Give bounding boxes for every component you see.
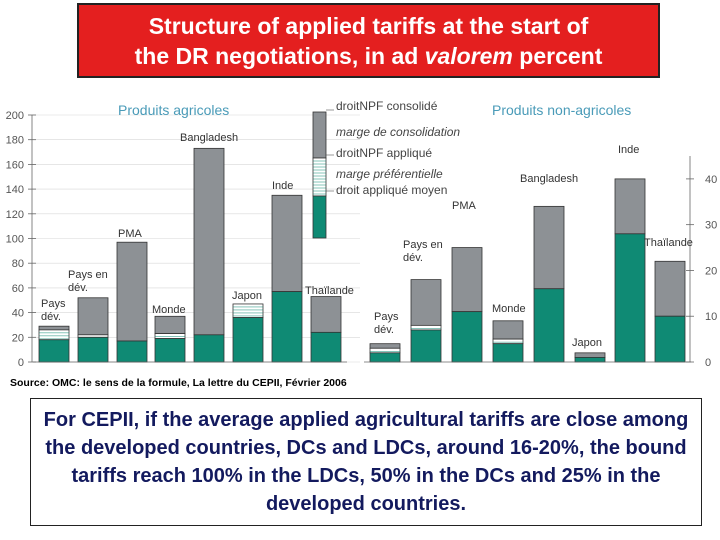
- bar-preference-margin: [492, 338, 524, 345]
- bar-applied-tariff: [271, 291, 303, 363]
- bar-binding-margin: [492, 320, 524, 340]
- bar-binding-margin: [116, 241, 148, 342]
- bar-preference-margin: [410, 324, 442, 331]
- bar-binding-margin: [369, 343, 401, 349]
- bar-applied-tariff: [77, 336, 109, 363]
- legend-item-label: droit appliqué moyen: [336, 183, 447, 197]
- bar-applied-tariff: [310, 331, 342, 363]
- category-label: Japon: [572, 337, 602, 349]
- legend-key-applied: [312, 195, 327, 239]
- bar-binding-margin: [533, 205, 565, 290]
- bar-applied-tariff: [533, 288, 565, 363]
- bar-preference-margin: [369, 347, 401, 354]
- bar-binding-margin: [451, 247, 483, 313]
- y-tick-label: 160: [6, 159, 24, 171]
- category-label: Bangladesh: [520, 173, 578, 185]
- category-label: PMA: [118, 228, 143, 240]
- legend-item-label: marge préférentielle: [336, 167, 443, 181]
- bar-binding-margin: [38, 325, 70, 331]
- category-label: Thaïlande: [305, 285, 354, 297]
- category-label: Inde: [618, 144, 639, 156]
- y-tick-label: 200: [6, 110, 24, 122]
- bar-applied-tariff: [614, 233, 646, 363]
- y-tick-label: 0: [18, 357, 24, 369]
- bar-binding-margin: [77, 297, 109, 336]
- legend-item-label: droitNPF consolidé: [336, 99, 438, 113]
- bar-preference-margin: [154, 333, 186, 339]
- title-banner: Structure of applied tariffs at the star…: [77, 3, 660, 78]
- y-tick-label: 140: [6, 184, 24, 196]
- category-label: Pays: [374, 311, 399, 323]
- panel-title: Produits non-agricoles: [492, 102, 631, 118]
- category-label: Bangladesh: [180, 132, 238, 144]
- title-line-2-prefix: the DR negotiations, in ad: [134, 42, 425, 69]
- y-tick-label: 180: [6, 135, 24, 147]
- legend-item-label: droitNPF appliqué: [336, 146, 432, 160]
- bar-applied-tariff: [154, 338, 186, 363]
- bar-preference-margin: [38, 329, 70, 341]
- legend-key-binding: [312, 111, 327, 159]
- y-tick-label: 40: [705, 174, 717, 186]
- y-tick-label: 20: [12, 332, 24, 344]
- title-line-2-suffix: percent: [512, 42, 603, 69]
- y-tick-label: 100: [6, 234, 24, 246]
- panel-title: Produits agricoles: [118, 102, 229, 118]
- note-text: For CEPII, if the average applied agricu…: [43, 409, 689, 515]
- source-caption: Source: OMC: le sens de la formule, La l…: [10, 377, 347, 389]
- bar-applied-tariff: [451, 311, 483, 363]
- category-label: Japon: [232, 290, 262, 302]
- bar-binding-margin: [310, 296, 342, 333]
- category-label: dév.: [374, 324, 394, 336]
- category-label: Thaïlande: [644, 237, 693, 249]
- note-box: For CEPII, if the average applied agricu…: [30, 398, 702, 526]
- category-label: Monde: [152, 304, 186, 316]
- bar-binding-margin: [574, 352, 606, 358]
- y-tick-label: 120: [6, 209, 24, 221]
- y-tick-label: 0: [705, 357, 711, 369]
- bar-applied-tariff: [410, 329, 442, 363]
- category-label: dév.: [41, 311, 61, 323]
- legend-item-label: marge de consolidation: [336, 125, 460, 139]
- category-label: Pays en: [403, 239, 443, 251]
- category-label: PMA: [452, 200, 477, 212]
- y-tick-label: 20: [705, 265, 717, 277]
- bar-applied-tariff: [38, 339, 70, 363]
- y-tick-label: 30: [705, 220, 717, 232]
- y-tick-label: 80: [12, 258, 24, 270]
- tariff-chart: 0 20 40 60 80 100 120 140 160 180 200 Produits agri…: [0, 96, 720, 381]
- bar-preference-margin: [232, 303, 264, 318]
- bar-binding-margin: [154, 315, 186, 334]
- title-line-2: the DR negotiations, in ad valorem perce…: [135, 41, 603, 71]
- bar-applied-tariff: [232, 317, 264, 363]
- bar-binding-margin: [614, 178, 646, 235]
- legend-key-preference: [312, 157, 327, 197]
- category-label: dév.: [403, 252, 423, 264]
- bar-applied-tariff: [193, 334, 225, 363]
- bar-applied-tariff: [369, 352, 401, 363]
- bar-binding-margin: [410, 279, 442, 326]
- y-tick-label: 10: [705, 311, 717, 323]
- y-tick-label: 40: [12, 308, 24, 320]
- bar-applied-tariff: [492, 343, 524, 363]
- y-tick-label: 60: [12, 283, 24, 295]
- category-label: dév.: [68, 282, 88, 294]
- bar-binding-margin: [654, 260, 686, 317]
- bar-binding-margin: [271, 194, 303, 293]
- category-label: Inde: [272, 180, 293, 192]
- category-label: Pays: [41, 298, 66, 310]
- bar-applied-tariff: [574, 357, 606, 363]
- bar-applied-tariff: [116, 340, 148, 363]
- category-label: Monde: [492, 303, 526, 315]
- title-line-1: Structure of applied tariffs at the star…: [148, 12, 589, 39]
- title-line-2-italic: valorem: [424, 42, 513, 69]
- bar-applied-tariff: [654, 315, 686, 363]
- bar-binding-margin: [193, 147, 225, 336]
- category-label: Pays en: [68, 269, 108, 281]
